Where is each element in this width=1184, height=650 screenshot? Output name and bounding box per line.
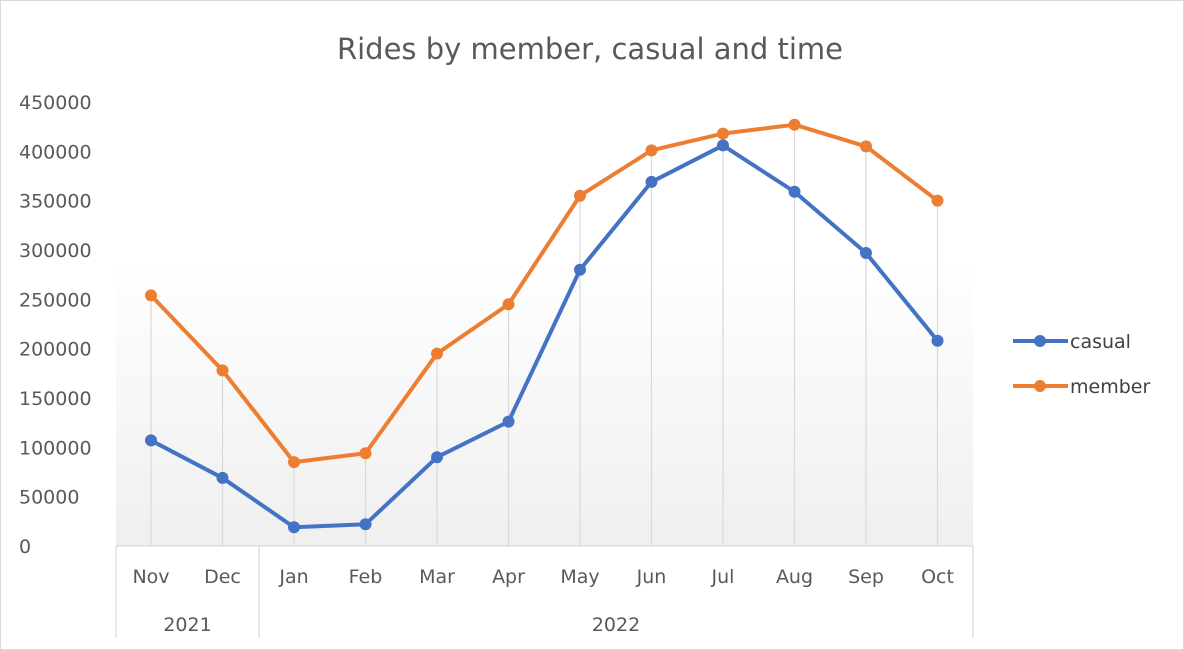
data-point-casual	[502, 415, 515, 428]
x-tick-label: Feb	[349, 566, 383, 588]
legend: casual member	[1013, 331, 1150, 398]
data-point-casual	[288, 521, 300, 534]
y-tick-label: 350000	[19, 191, 92, 213]
legend-label: member	[1070, 376, 1150, 398]
x-tick-label: Apr	[492, 566, 525, 588]
data-point-member	[359, 447, 372, 460]
data-point-member	[145, 289, 157, 302]
x-tick-label: Sep	[848, 566, 884, 588]
data-point-member	[860, 140, 872, 153]
legend-swatch-marker	[1034, 380, 1046, 392]
chart-title: Rides by member, casual and time	[337, 32, 843, 66]
x-tick-label: Jan	[278, 566, 308, 588]
data-point-member	[788, 118, 801, 131]
series-layer	[145, 118, 944, 534]
x-tick-label: Jul	[711, 566, 735, 588]
x-tick-label: May	[560, 566, 599, 588]
data-point-member	[216, 364, 229, 377]
x-tick-label: Aug	[776, 566, 813, 588]
x-group-label: 2022	[592, 614, 640, 636]
x-tick-label: Jun	[636, 566, 667, 588]
y-tick-label: 100000	[19, 437, 92, 459]
series-casual	[145, 139, 944, 534]
data-point-casual	[574, 263, 586, 276]
y-tick-label: 450000	[19, 92, 92, 114]
y-tick-label: 250000	[19, 289, 92, 311]
legend-swatch-marker	[1034, 335, 1046, 347]
y-axis: 0 50000 100000 150000 200000 250000 300000 3500…	[19, 92, 92, 558]
data-point-member	[717, 127, 729, 140]
data-point-member	[502, 298, 515, 311]
legend-item-member: member	[1013, 376, 1150, 398]
data-point-casual	[645, 175, 658, 188]
y-tick-label: 300000	[19, 240, 92, 262]
y-tick-label: 0	[19, 536, 31, 558]
data-point-member	[574, 189, 586, 202]
data-point-casual	[717, 139, 729, 152]
legend-label: casual	[1070, 331, 1131, 353]
x-tick-label: Mar	[419, 566, 455, 588]
data-point-casual	[788, 185, 801, 198]
data-point-member	[431, 347, 443, 360]
data-point-member	[645, 144, 658, 157]
y-tick-label: 200000	[19, 339, 92, 361]
y-tick-label: 150000	[19, 388, 92, 410]
data-point-casual	[145, 434, 157, 447]
data-point-casual	[931, 334, 944, 347]
data-point-member	[288, 456, 300, 469]
series-line-casual	[149, 143, 940, 530]
x-axis: 2021 2022 Nov Dec Jan Feb Mar Apr May Jun Jul Aug Se…	[115, 545, 974, 638]
data-point-member	[931, 194, 944, 207]
x-tick-label: Dec	[204, 566, 241, 588]
data-point-casual	[860, 246, 872, 259]
series-line-member	[149, 122, 940, 465]
data-point-casual	[216, 471, 229, 484]
legend-item-casual: casual	[1013, 331, 1131, 353]
plot-area	[116, 102, 973, 546]
data-point-casual	[359, 518, 372, 531]
series-member	[145, 118, 944, 469]
x-group-label: 2021	[163, 614, 211, 636]
y-tick-label: 400000	[19, 141, 92, 163]
y-tick-label: 50000	[19, 487, 79, 509]
data-point-casual	[431, 451, 443, 464]
x-tick-label: Oct	[921, 566, 954, 588]
x-tick-label: Nov	[132, 566, 169, 588]
